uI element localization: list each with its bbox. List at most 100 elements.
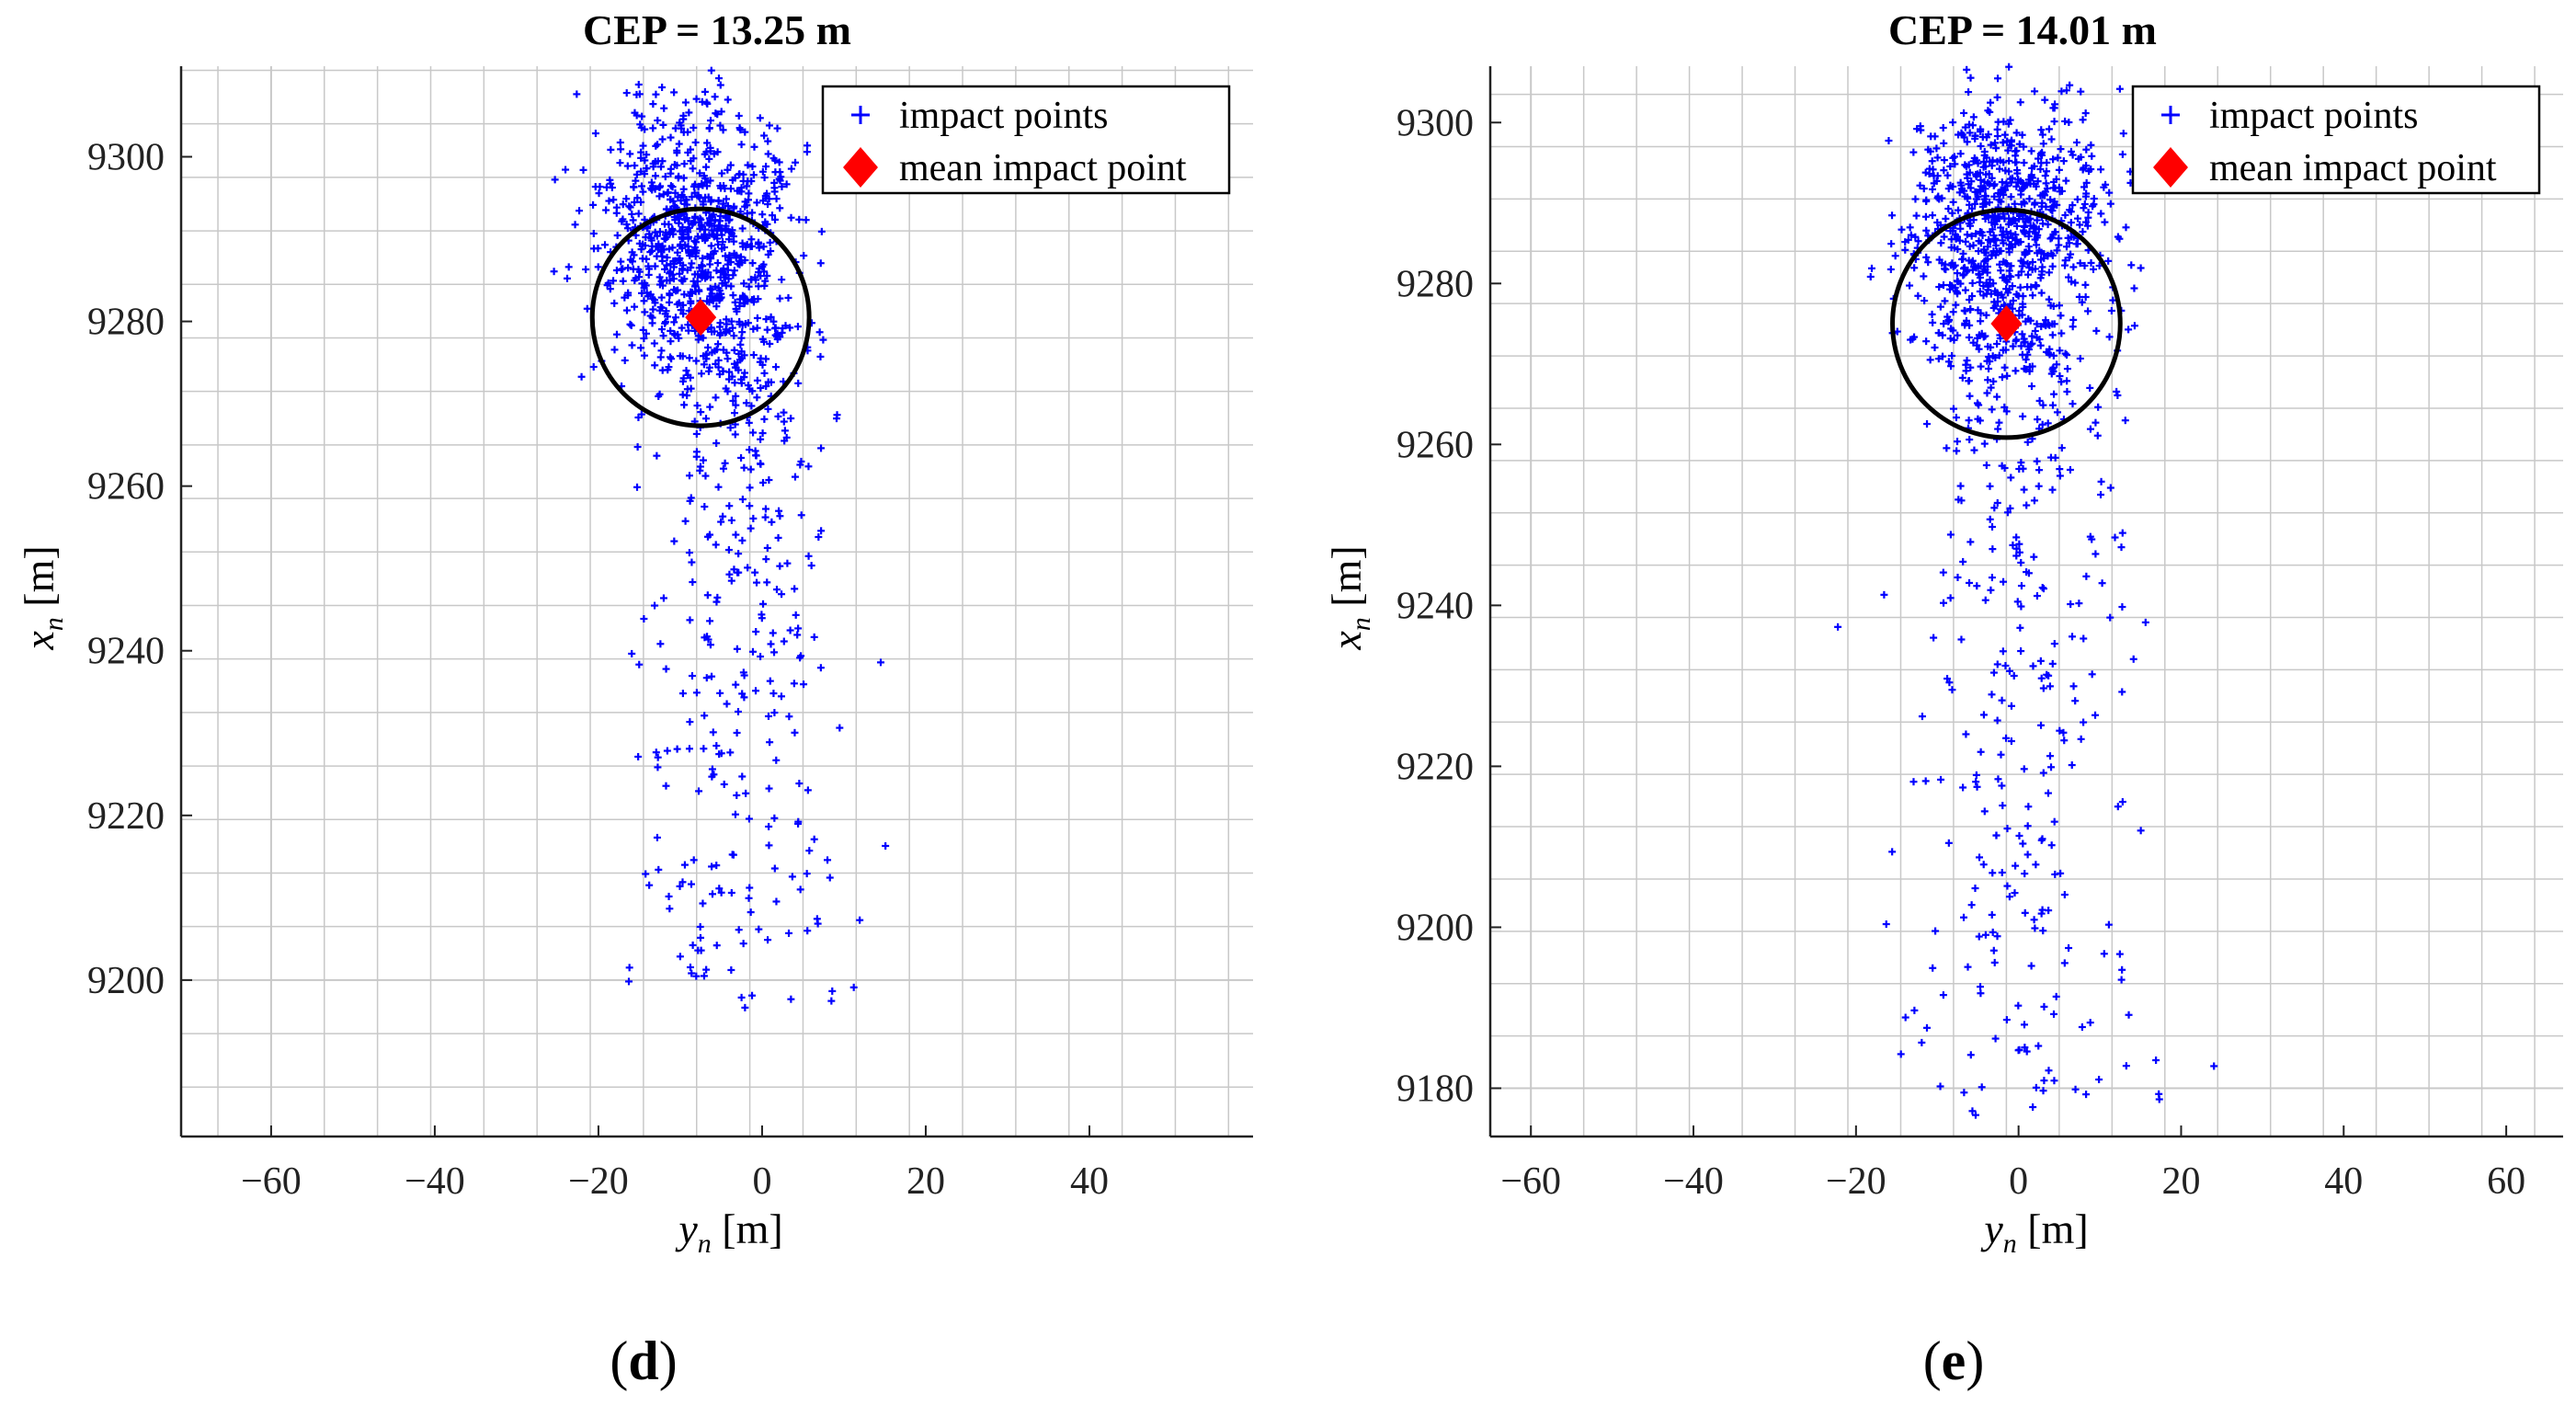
impact-point xyxy=(2004,289,2012,297)
impact-point xyxy=(664,313,672,321)
impact-point xyxy=(643,255,651,263)
impact-point xyxy=(1979,291,1988,300)
impact-point xyxy=(724,355,732,363)
impact-point xyxy=(1949,198,1957,206)
impact-point xyxy=(771,325,780,333)
impact-point xyxy=(758,360,767,369)
impact-point xyxy=(1962,730,1970,738)
impact-point xyxy=(589,200,598,209)
impact-point xyxy=(2092,418,2100,427)
impact-point xyxy=(656,640,665,648)
impact-point xyxy=(2033,216,2041,224)
impact-point xyxy=(1999,802,2007,810)
impact-point xyxy=(1957,635,1966,644)
impact-point xyxy=(742,243,750,251)
impact-point xyxy=(791,473,799,481)
impact-point xyxy=(630,251,638,259)
impact-point xyxy=(2102,180,2110,188)
impact-point xyxy=(1966,242,1974,250)
impact-point xyxy=(1997,223,2005,232)
impact-point xyxy=(1983,357,1991,365)
impact-point xyxy=(657,326,666,334)
impact-point xyxy=(1961,321,1969,329)
impact-point xyxy=(2035,1042,2043,1050)
impact-point xyxy=(2050,1010,2058,1018)
panel-d-legend-box xyxy=(821,85,1231,195)
impact-point xyxy=(760,281,769,290)
impact-point xyxy=(696,214,704,223)
impact-point xyxy=(2097,166,2105,174)
impact-point xyxy=(1960,913,1968,921)
impact-point xyxy=(573,90,581,98)
impact-point xyxy=(769,317,778,326)
impact-point xyxy=(2023,1047,2031,1056)
impact-point xyxy=(2089,202,2097,211)
impact-point xyxy=(2056,347,2064,355)
impact-point xyxy=(704,343,712,351)
impact-point xyxy=(796,461,804,469)
impact-point xyxy=(624,264,633,272)
impact-point xyxy=(637,246,645,254)
impact-point xyxy=(653,451,661,460)
impact-point xyxy=(1961,286,1969,294)
impact-point xyxy=(2107,306,2115,314)
impact-point xyxy=(1880,590,1888,599)
impact-point xyxy=(758,614,766,623)
impact-point xyxy=(1994,118,2002,126)
impact-point xyxy=(724,275,733,283)
impact-point xyxy=(2009,217,2017,225)
impact-point xyxy=(1929,211,1937,220)
y-tick-label: 9220 xyxy=(1396,746,1474,788)
impact-point xyxy=(664,366,672,374)
impact-point xyxy=(2130,322,2138,330)
impact-point xyxy=(747,908,755,917)
impact-point xyxy=(576,207,584,215)
impact-point xyxy=(2061,349,2069,358)
impact-point xyxy=(2039,1087,2047,1095)
impact-point xyxy=(2011,200,2019,208)
impact-point xyxy=(2017,602,2025,611)
impact-point xyxy=(551,176,559,184)
impact-point xyxy=(692,429,701,438)
impact-point xyxy=(755,265,763,273)
impact-point xyxy=(2018,311,2026,319)
impact-point xyxy=(716,121,724,130)
impact-point xyxy=(1909,778,1918,786)
impact-point xyxy=(763,326,771,334)
impact-point xyxy=(2053,246,2061,255)
impact-point xyxy=(2080,200,2089,208)
impact-point xyxy=(1968,257,1977,265)
impact-point xyxy=(1965,88,1973,97)
impact-point xyxy=(2029,258,2037,267)
impact-point xyxy=(652,90,660,98)
impact-point xyxy=(2048,365,2057,373)
impact-point xyxy=(2057,444,2066,452)
impact-point xyxy=(2119,130,2127,138)
impact-point xyxy=(680,291,689,299)
impact-point xyxy=(2008,282,2016,291)
impact-point xyxy=(2015,307,2023,315)
panel-d-letter-open: ( xyxy=(610,1331,628,1391)
impact-point xyxy=(764,137,772,145)
impact-point xyxy=(714,356,723,364)
impact-point xyxy=(1980,248,1989,257)
impact-point xyxy=(2053,360,2061,369)
impact-point xyxy=(731,810,739,818)
impact-point xyxy=(670,88,678,97)
impact-point xyxy=(1980,151,1989,159)
impact-point xyxy=(1953,233,1961,241)
impact-point xyxy=(1986,482,1994,490)
impact-point xyxy=(2015,211,2023,220)
impact-point xyxy=(2088,670,2096,679)
impact-point xyxy=(689,941,697,949)
panel-d-ylabel: xn [m] xyxy=(16,545,69,650)
impact-point xyxy=(804,142,812,150)
impact-point xyxy=(608,184,616,192)
impact-point xyxy=(594,263,602,271)
impact-point xyxy=(685,745,693,753)
impact-point xyxy=(2081,109,2090,118)
impact-point xyxy=(1965,120,1973,129)
impact-point xyxy=(1949,119,1957,127)
impact-point xyxy=(732,392,740,400)
